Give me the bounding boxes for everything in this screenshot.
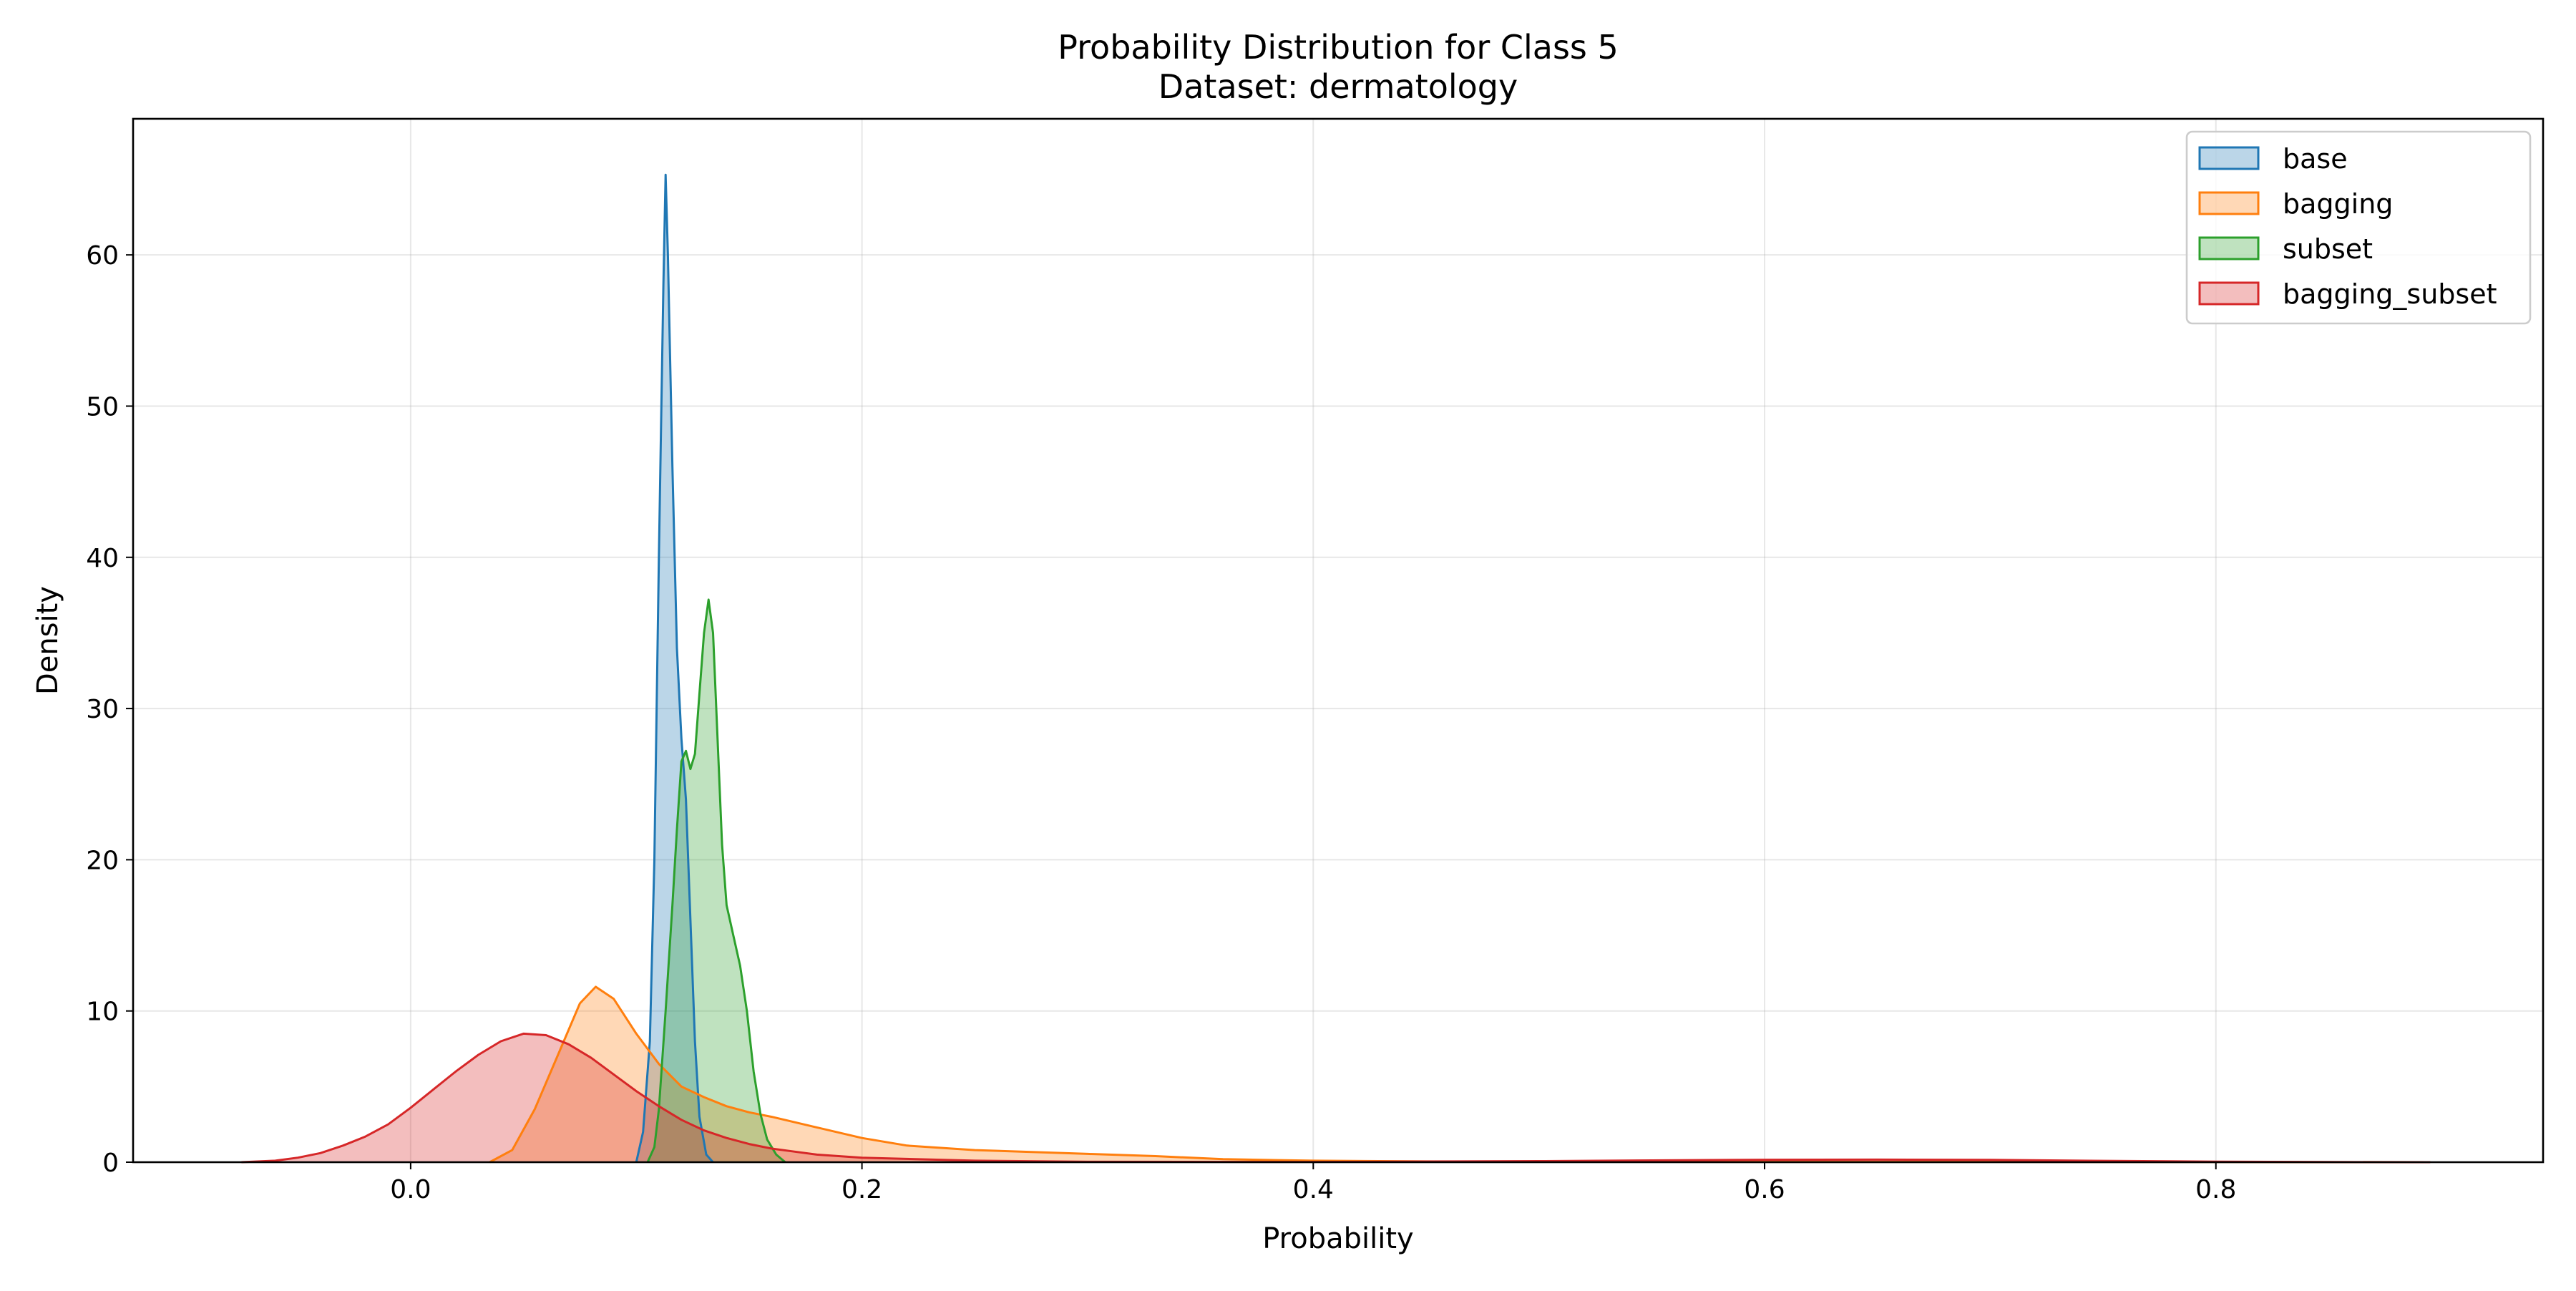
density-area-base xyxy=(636,175,713,1163)
x-axis-label: Probability xyxy=(1262,1222,1413,1255)
chart-subtitle: Dataset: dermatology xyxy=(1158,67,1518,106)
chart-title: Probability Distribution for Class 5 xyxy=(1058,28,1619,67)
legend-swatch-subset xyxy=(2198,236,2260,260)
legend-box xyxy=(2185,130,2532,325)
density-area-bagging_subset xyxy=(241,1033,2431,1162)
y-tick-label: 60 xyxy=(86,241,119,271)
legend-swatch-bagging xyxy=(2198,191,2260,215)
y-tick-label: 50 xyxy=(86,392,119,422)
density-line-base xyxy=(635,173,714,1164)
legend-label-base: base xyxy=(2283,143,2348,175)
y-tick-label: 40 xyxy=(86,544,119,573)
y-tick-label: 20 xyxy=(86,846,119,875)
density-lines xyxy=(241,173,2431,1164)
density-area-bagging xyxy=(489,986,2431,1162)
legend: base bagging subset bagging_subset xyxy=(2185,130,2532,325)
density-line-subset xyxy=(646,598,786,1164)
grid-lines xyxy=(133,119,2543,1163)
density-area-subset xyxy=(648,599,786,1162)
x-tick-label: 0.0 xyxy=(390,1175,431,1204)
x-tick-label: 0.2 xyxy=(841,1175,882,1204)
y-axis-ticks: 0 10 20 30 40 50 60 xyxy=(86,241,133,1178)
y-axis-label: Density xyxy=(31,586,64,695)
x-axis-ticks: 0.0 0.2 0.4 0.6 0.8 xyxy=(390,1162,2236,1204)
legend-label-bagging_subset: bagging_subset xyxy=(2283,278,2497,310)
y-tick-label: 10 xyxy=(86,998,119,1027)
density-areas xyxy=(241,175,2431,1163)
legend-swatch-base xyxy=(2198,146,2260,170)
plot-frame xyxy=(132,117,2545,1164)
legend-items: base bagging subset bagging_subset xyxy=(2198,143,2497,310)
legend-swatch-bagging_subset xyxy=(2198,281,2260,306)
x-tick-label: 0.8 xyxy=(2195,1175,2236,1204)
legend-label-subset: subset xyxy=(2283,233,2373,265)
y-tick-label: 0 xyxy=(102,1149,119,1178)
x-tick-label: 0.6 xyxy=(1744,1175,1785,1204)
legend-label-bagging: bagging xyxy=(2283,188,2393,220)
x-tick-label: 0.4 xyxy=(1293,1175,1334,1204)
y-tick-label: 30 xyxy=(86,695,119,724)
density-line-bagging_subset xyxy=(241,1032,2431,1164)
